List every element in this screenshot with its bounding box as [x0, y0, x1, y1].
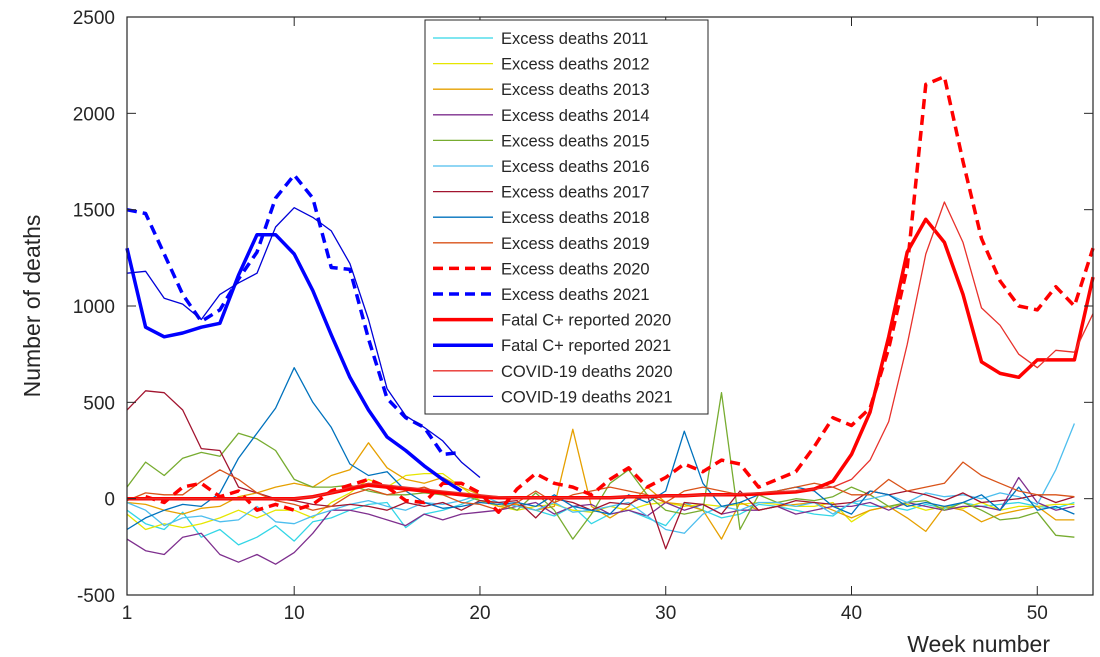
legend-label-10: Excess deaths 2021	[501, 286, 650, 304]
x-tick-label-2: 20	[469, 603, 490, 624]
legend-label-2: Excess deaths 2013	[501, 81, 650, 99]
x-axis-title: Week number	[907, 631, 1050, 657]
legend-label-4: Excess deaths 2015	[501, 132, 650, 150]
y-tick-label-2: 500	[83, 393, 115, 414]
legend-label-7: Excess deaths 2018	[501, 209, 650, 227]
legend: Excess deaths 2011 Excess deaths 2012 Exce…	[424, 19, 709, 415]
legend-label-13: COVID-19 deaths 2020	[501, 363, 673, 381]
legend-label-14: COVID-19 deaths 2021	[501, 388, 673, 406]
series-line-5	[126, 423, 1076, 534]
y-tick-label-5: 2000	[73, 104, 115, 125]
y-tick-label-4: 1500	[73, 201, 115, 222]
series-line-9	[145, 74, 1095, 514]
legend-label-1: Excess deaths 2012	[501, 56, 650, 74]
x-tick-label-0: 1	[122, 603, 133, 624]
axes-layer: 1 10 20 30 40 50 -500 0 500 1000 1500 2000 2500	[73, 8, 1094, 624]
legend-label-0: Excess deaths 2011	[501, 30, 648, 48]
y-tick-label-0: -500	[77, 586, 115, 607]
legend-label-9: Excess deaths 2020	[501, 260, 650, 278]
x-tick-label-1: 10	[284, 603, 305, 624]
y-axis-title: Number of deaths	[19, 215, 45, 398]
legend-label-11: Fatal C+ reported 2020	[501, 312, 671, 330]
series-line-7	[126, 367, 1075, 531]
legend-label-3: Excess deaths 2014	[501, 107, 650, 125]
y-tick-label-1: 0	[104, 490, 115, 511]
legend-label-8: Excess deaths 2019	[501, 235, 650, 253]
series-layer	[125, 74, 1095, 565]
legend-label-6: Excess deaths 2017	[501, 184, 650, 202]
x-tick-label-5: 50	[1027, 603, 1048, 624]
series-line-12	[125, 232, 463, 493]
legend-label-12: Fatal C+ reported 2021	[501, 337, 671, 355]
series-line-14	[126, 207, 481, 479]
series-line-13	[127, 201, 1094, 500]
series-line-10	[126, 173, 462, 457]
y-tick-label-6: 2500	[73, 8, 115, 29]
x-tick-label-3: 30	[655, 603, 676, 624]
legend-label-5: Excess deaths 2016	[501, 158, 650, 176]
y-tick-label-3: 1000	[73, 297, 115, 318]
x-tick-label-4: 40	[841, 603, 862, 624]
